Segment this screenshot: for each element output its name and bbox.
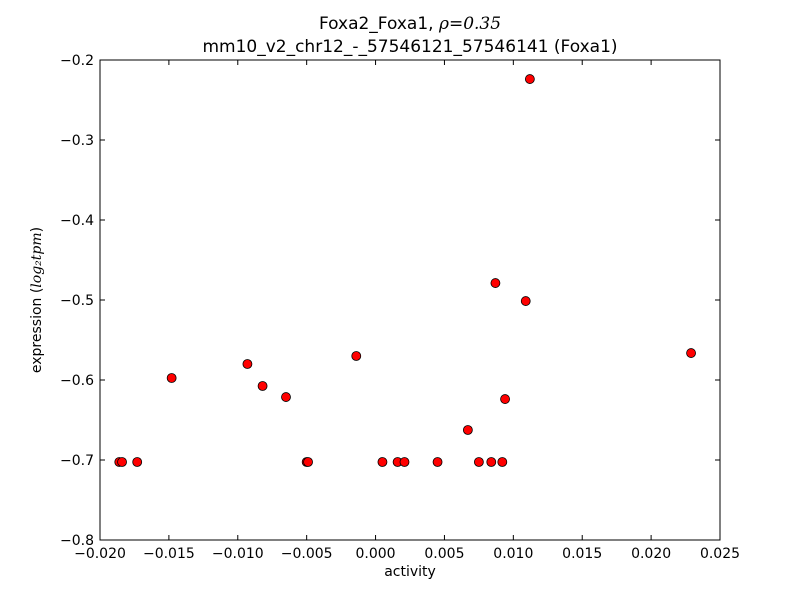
x-tick-label: −0.020 xyxy=(74,546,126,562)
data-point xyxy=(242,359,253,369)
x-tick-label: −0.010 xyxy=(212,546,264,562)
x-tick-label: 0.015 xyxy=(562,546,602,562)
data-point xyxy=(490,278,501,288)
data-point xyxy=(520,296,531,306)
data-point xyxy=(432,457,443,467)
y-axis-label-suffix: ) xyxy=(29,227,45,232)
y-tick-label: −0.6 xyxy=(60,373,94,389)
data-point xyxy=(117,457,127,467)
x-axis-ticks: −0.020 −0.015 −0.010 −0.005 0.000 0.005 0.010 0… xyxy=(74,60,740,562)
x-tick-label: 0.020 xyxy=(631,546,671,562)
data-points xyxy=(114,74,696,467)
x-tick-label: 0.005 xyxy=(424,546,464,562)
chart-title-rho: ρ=0.35 xyxy=(438,14,501,34)
data-point xyxy=(132,457,143,467)
x-tick-label: 0.025 xyxy=(700,546,740,562)
x-tick-label: 0.000 xyxy=(356,546,396,562)
data-point xyxy=(524,74,535,84)
plot-area xyxy=(99,59,721,541)
data-point xyxy=(486,457,497,467)
data-point xyxy=(281,392,291,402)
x-axis-label: activity xyxy=(384,564,436,580)
data-point xyxy=(377,457,388,467)
data-point xyxy=(462,425,473,435)
chart-title-line2: mm10_v2_chr12_-_57546121_57546141 (Foxa1… xyxy=(202,37,617,57)
data-point xyxy=(473,457,484,467)
data-point xyxy=(257,381,268,391)
y-tick-label: −0.4 xyxy=(60,213,94,229)
y-tick-label: −0.7 xyxy=(60,453,94,469)
chart-title-prefix: Foxa2_Foxa1, xyxy=(319,14,439,34)
y-axis-label-math: log₂tpm xyxy=(29,232,45,287)
y-tick-label: −0.8 xyxy=(60,533,94,549)
data-point xyxy=(500,394,510,404)
data-point xyxy=(351,351,362,361)
y-axis-label-prefix: expression ( xyxy=(29,288,45,373)
x-tick-label: −0.005 xyxy=(281,546,333,562)
x-tick-label: 0.010 xyxy=(493,546,533,562)
data-point xyxy=(303,457,313,467)
x-tick-label: −0.015 xyxy=(143,546,195,562)
y-axis-ticks: −0.8 −0.7 −0.6 −0.5 −0.4 −0.3 −0.2 xyxy=(60,53,720,549)
data-point xyxy=(166,373,177,383)
y-tick-label: −0.5 xyxy=(60,293,94,309)
chart-title-line1: Foxa2_Foxa1, ρ=0.35 xyxy=(319,14,501,34)
data-point xyxy=(399,457,410,467)
data-point xyxy=(686,348,696,358)
y-tick-label: −0.3 xyxy=(60,133,94,149)
y-tick-label: −0.2 xyxy=(60,53,94,69)
y-axis-label: expression (log₂tpm) xyxy=(29,227,45,373)
data-point xyxy=(497,457,508,467)
